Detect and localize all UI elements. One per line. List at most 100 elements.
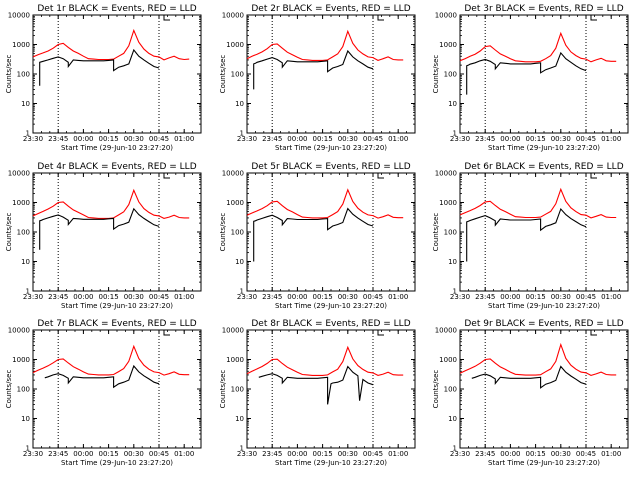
y-tick-label: 10 xyxy=(21,258,30,266)
events-series-line xyxy=(39,207,160,250)
x-tick-label: 23:30 xyxy=(23,135,43,143)
y-axis-label: Counts/sec xyxy=(5,370,13,409)
y-axis-label: Counts/sec xyxy=(219,55,227,94)
panel-title: Det 9r BLACK = Events, RED = LLD xyxy=(464,319,623,329)
events-series-line xyxy=(466,51,587,95)
x-tick-label: 00:45 xyxy=(363,450,383,458)
y-tick-label: 10 xyxy=(235,415,244,423)
y-tick-label: 1 xyxy=(453,288,457,296)
y-tick-label: 10000 xyxy=(222,12,244,20)
y-tick-label: 10000 xyxy=(8,327,30,335)
y-tick-label: 1 xyxy=(26,130,30,138)
plot-frame xyxy=(32,14,202,134)
y-tick-label: 1 xyxy=(453,445,457,453)
x-axis-label: Start Time (29-Jun-10 23:27:20) xyxy=(61,144,173,152)
detector-panel: Det 4r BLACK = Events, RED = LLD 1 10 100 10… xyxy=(5,162,202,310)
x-tick-label: 01:00 xyxy=(601,293,621,301)
x-tick-label: 01:00 xyxy=(388,135,408,143)
panel-title: Det 2r BLACK = Events, RED = LLD xyxy=(251,4,410,14)
bracket-marker xyxy=(377,15,384,21)
lld-series-line xyxy=(246,188,404,219)
bracket-marker xyxy=(163,15,170,21)
y-tick-label: 1000 xyxy=(226,356,244,364)
lld-series-line xyxy=(246,29,404,61)
x-tick-label: 00:15 xyxy=(313,450,333,458)
y-tick-label: 100 xyxy=(444,71,457,79)
x-tick-label: 00:15 xyxy=(526,293,546,301)
x-tick-label: 00:45 xyxy=(149,293,169,301)
plot-frame xyxy=(246,14,416,134)
x-tick-label: 23:45 xyxy=(475,450,495,458)
y-tick-label: 1 xyxy=(453,130,457,138)
bracket-marker xyxy=(590,15,597,21)
y-tick-label: 100 xyxy=(444,386,457,394)
x-tick-label: 23:30 xyxy=(237,293,257,301)
x-tick-label: 00:30 xyxy=(338,450,358,458)
x-tick-label: 23:30 xyxy=(237,135,257,143)
y-tick-label: 100 xyxy=(17,386,30,394)
y-tick-label: 10000 xyxy=(435,12,457,20)
y-tick-label: 10 xyxy=(448,100,457,108)
panel-title: Det 5r BLACK = Events, RED = LLD xyxy=(251,162,410,172)
lld-series-line xyxy=(32,28,190,61)
detector-panel: Det 6r BLACK = Events, RED = LLD 1 10 100 10… xyxy=(432,162,629,310)
x-tick-label: 00:45 xyxy=(363,135,383,143)
plot-frame xyxy=(246,329,416,449)
x-tick-label: 00:30 xyxy=(124,135,144,143)
y-tick-label: 1000 xyxy=(12,199,30,207)
x-tick-label: 00:30 xyxy=(338,293,358,301)
bracket-marker xyxy=(590,173,597,179)
y-tick-label: 100 xyxy=(17,229,30,237)
detector-panel: Det 3r BLACK = Events, RED = LLD 1 10 100 10… xyxy=(432,4,629,152)
lld-series-line xyxy=(246,345,404,376)
y-tick-label: 1 xyxy=(240,130,244,138)
y-tick-label: 10000 xyxy=(435,327,457,335)
x-tick-label: 23:30 xyxy=(450,450,470,458)
x-tick-label: 00:15 xyxy=(99,135,119,143)
lld-series-line xyxy=(32,188,190,219)
detector-panel: Det 2r BLACK = Events, RED = LLD 1 10 100 10… xyxy=(219,4,416,152)
y-axis-label: Counts/sec xyxy=(432,370,440,409)
plot-frame xyxy=(32,172,202,292)
x-tick-label: 00:00 xyxy=(500,293,520,301)
y-tick-label: 10 xyxy=(448,258,457,266)
x-tick-label: 23:45 xyxy=(475,293,495,301)
x-tick-label: 00:00 xyxy=(287,293,307,301)
x-tick-label: 23:45 xyxy=(262,135,282,143)
y-tick-label: 10000 xyxy=(8,12,30,20)
x-axis-label: Start Time (29-Jun-10 23:27:20) xyxy=(488,302,600,310)
y-tick-label: 10 xyxy=(235,258,244,266)
y-tick-label: 100 xyxy=(444,229,457,237)
plot-frame xyxy=(459,172,629,292)
y-tick-label: 1000 xyxy=(12,356,30,364)
y-axis-label: Counts/sec xyxy=(219,213,227,252)
x-tick-label: 00:30 xyxy=(551,450,571,458)
x-tick-label: 23:45 xyxy=(262,293,282,301)
bracket-marker xyxy=(377,330,384,336)
events-series-line xyxy=(471,365,587,389)
x-tick-label: 01:00 xyxy=(601,135,621,143)
x-tick-label: 00:00 xyxy=(287,135,307,143)
y-axis-label: Counts/sec xyxy=(5,55,13,94)
detector-panel: Det 7r BLACK = Events, RED = LLD 1 10 100 10… xyxy=(5,319,202,467)
x-axis-label: Start Time (29-Jun-10 23:27:20) xyxy=(275,302,387,310)
y-tick-label: 100 xyxy=(231,71,244,79)
x-tick-label: 00:00 xyxy=(500,135,520,143)
plot-frame xyxy=(459,14,629,134)
x-tick-label: 00:30 xyxy=(338,135,358,143)
events-series-line xyxy=(253,49,374,90)
y-tick-label: 1 xyxy=(240,288,244,296)
events-series-line xyxy=(39,48,160,86)
x-tick-label: 00:30 xyxy=(124,450,144,458)
x-tick-label: 00:15 xyxy=(526,450,546,458)
y-axis-label: Counts/sec xyxy=(432,55,440,94)
y-axis-label: Counts/sec xyxy=(432,213,440,252)
y-tick-label: 10000 xyxy=(222,327,244,335)
bracket-marker xyxy=(163,173,170,179)
x-axis-label: Start Time (29-Jun-10 23:27:20) xyxy=(61,302,173,310)
x-tick-label: 00:45 xyxy=(149,135,169,143)
lld-series-line xyxy=(459,187,617,219)
events-series-line xyxy=(466,207,587,262)
x-tick-label: 00:00 xyxy=(73,450,93,458)
y-axis-label: Counts/sec xyxy=(5,213,13,252)
